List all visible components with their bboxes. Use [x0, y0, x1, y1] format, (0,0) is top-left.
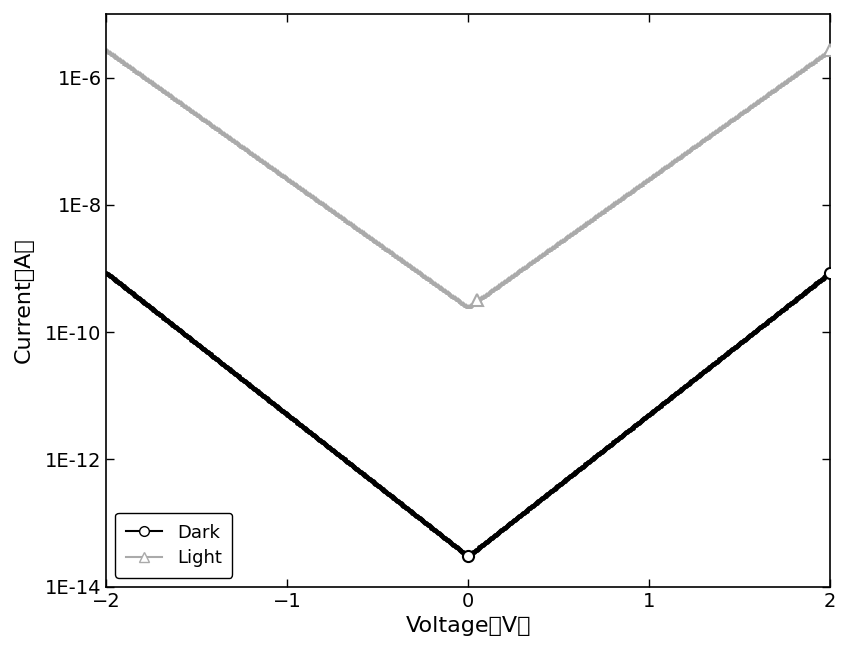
Line: Light: Light: [104, 47, 832, 309]
X-axis label: Voltage（V）: Voltage（V）: [405, 616, 531, 636]
Dark: [462, 552, 473, 560]
Light: [145, 77, 156, 85]
Dark: [824, 269, 835, 277]
Light: [101, 46, 111, 53]
Line: Dark: Dark: [104, 270, 832, 558]
Light: [541, 247, 552, 255]
Dark: [651, 405, 661, 413]
Light: [725, 116, 735, 124]
Dark: [101, 269, 111, 277]
Dark: [523, 506, 533, 514]
Y-axis label: Current（A）: Current（A）: [14, 237, 34, 363]
Dark: [725, 347, 735, 355]
Light: [651, 170, 661, 177]
Light: [462, 302, 473, 310]
Light: [563, 232, 573, 240]
Light: [824, 46, 835, 53]
Dark: [541, 491, 552, 499]
Dark: [145, 304, 156, 311]
Light: [523, 261, 533, 268]
Dark: [563, 474, 573, 482]
Legend: Dark, Light: Dark, Light: [116, 513, 233, 578]
